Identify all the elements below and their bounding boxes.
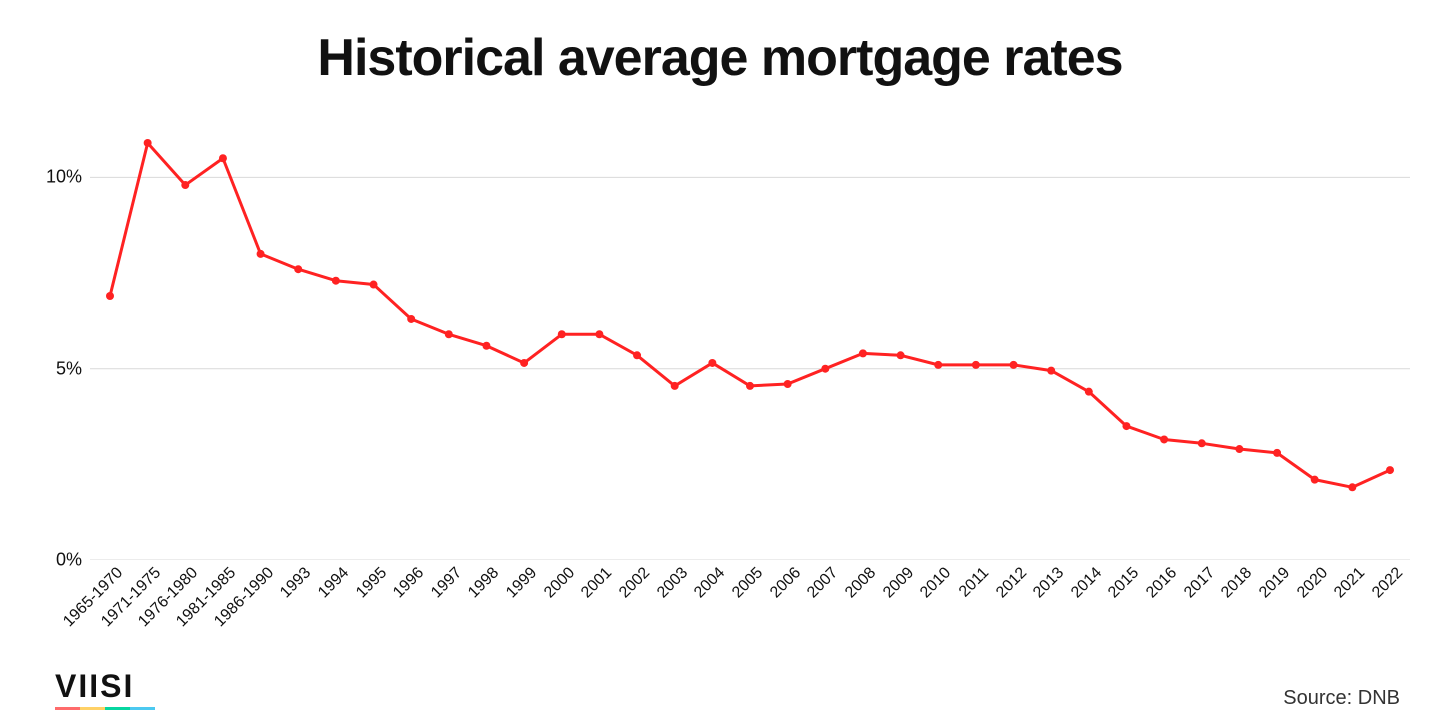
logo-text: VIISI [55, 668, 155, 705]
y-axis-tick-label: 0% [56, 550, 90, 571]
x-axis-tick-label: 1993 [273, 560, 315, 602]
y-axis-tick-label: 5% [56, 358, 90, 379]
x-axis-tick-label: 2015 [1101, 560, 1143, 602]
x-axis-tick-label: 2010 [913, 560, 955, 602]
x-axis-tick-label: 1994 [311, 560, 353, 602]
logo-underline [55, 707, 155, 710]
chart-title: Historical average mortgage rates [0, 0, 1440, 88]
source-label: Source: DNB [1283, 687, 1400, 710]
x-axis-tick-label: 2011 [952, 560, 993, 601]
x-axis-tick-label: 2018 [1214, 560, 1256, 602]
x-axis-tick-label: 2004 [687, 560, 729, 602]
x-axis-tick-label: 1997 [424, 560, 466, 602]
x-axis-tick-label: 1998 [461, 560, 503, 602]
line-chart-svg [90, 120, 1410, 560]
x-axis-tick-label: 2009 [875, 560, 917, 602]
x-axis-tick-label: 2008 [838, 560, 880, 602]
x-axis-tick-label: 2001 [574, 560, 616, 602]
x-axis-tick-label: 1999 [499, 560, 541, 602]
x-axis-tick-label: 2020 [1290, 560, 1332, 602]
x-axis-tick-label: 2007 [800, 560, 842, 602]
x-axis-tick-label: 1996 [386, 560, 428, 602]
x-axis-tick-label: 2002 [612, 560, 654, 602]
chart-plot-area: 0%5%10%1965-19701971-19751976-19801981-1… [90, 120, 1410, 560]
x-axis-tick-label: 2016 [1139, 560, 1181, 602]
x-axis-tick-label: 2022 [1365, 560, 1407, 602]
x-axis-tick-label: 2000 [537, 560, 579, 602]
logo: VIISI [55, 668, 155, 710]
chart-container: Historical average mortgage rates 0%5%10… [0, 0, 1440, 720]
x-axis-tick-label: 2014 [1064, 560, 1106, 602]
x-axis-tick-label: 2013 [1026, 560, 1068, 602]
x-axis-tick-label: 1995 [348, 560, 390, 602]
x-axis-tick-label: 2005 [725, 560, 767, 602]
x-axis-tick-label: 2019 [1252, 560, 1294, 602]
footer: VIISI Source: DNB [0, 668, 1440, 710]
x-axis-tick-label: 2021 [1327, 560, 1369, 602]
x-axis-tick-label: 2017 [1177, 560, 1219, 602]
x-axis-tick-label: 2003 [650, 560, 692, 602]
x-axis-tick-label: 2012 [988, 560, 1030, 602]
y-axis-tick-label: 10% [46, 167, 90, 188]
x-axis-tick-label: 2006 [762, 560, 804, 602]
